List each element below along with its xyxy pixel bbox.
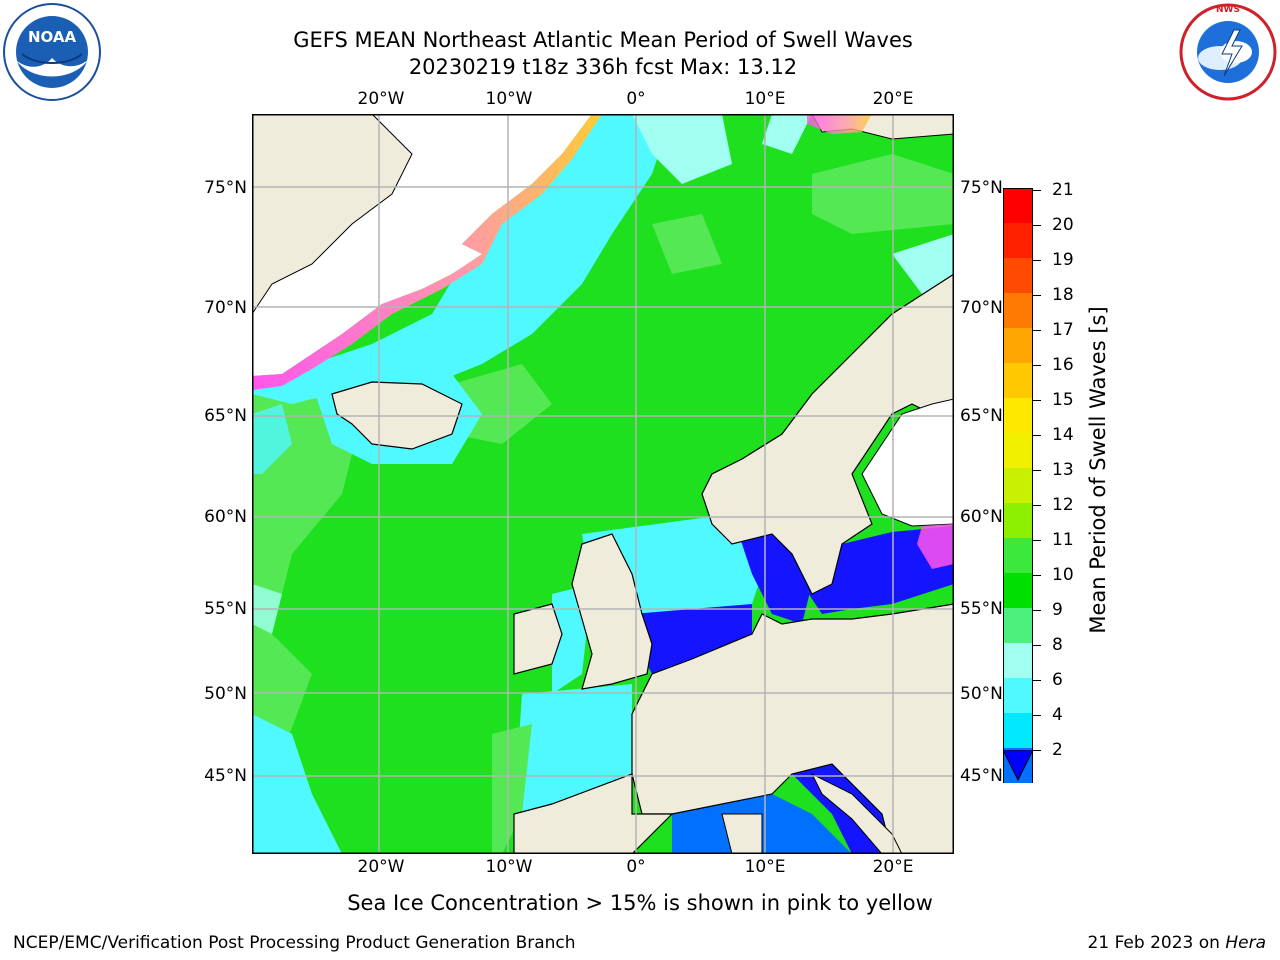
colorbar-segment (1003, 433, 1033, 468)
colorbar-tick-label: 13 (1052, 460, 1074, 480)
colorbar-tick-label: 9 (1052, 600, 1063, 620)
footer-date-text: 21 Feb 2023 on (1087, 933, 1226, 953)
footer-host: Hera (1225, 933, 1266, 953)
lat-label-left: 50°N (204, 684, 247, 704)
colorbar-segment (1003, 223, 1033, 258)
colorbar-tick (1033, 470, 1041, 471)
colorbar-segment (1003, 398, 1033, 433)
colorbar-tick (1033, 610, 1041, 611)
colorbar-tick (1033, 435, 1041, 436)
lat-label-right: 55°N (960, 599, 1003, 619)
colorbar-tick (1033, 365, 1041, 366)
colorbar-tick-label: 10 (1052, 565, 1074, 585)
lon-label-top: 10°W (485, 89, 533, 109)
colorbar-tick (1033, 400, 1041, 401)
colorbar-tick (1033, 715, 1041, 716)
lat-label-right: 45°N (960, 766, 1003, 786)
lat-label-left: 45°N (204, 766, 247, 786)
colorbar-tick (1033, 505, 1041, 506)
colorbar-tick-label: 18 (1052, 285, 1074, 305)
lat-label-right: 60°N (960, 507, 1003, 527)
colorbar-tick (1033, 680, 1041, 681)
sea-ice-note: Sea Ice Concentration > 15% is shown in … (347, 891, 933, 915)
footer-date: 21 Feb 2023 on Hera (1088, 933, 1266, 953)
map-plot (252, 114, 954, 854)
colorbar-tick (1033, 575, 1041, 576)
colorbar (1003, 188, 1033, 783)
colorbar-tick-label: 15 (1052, 390, 1074, 410)
lon-label-top: 10°E (744, 89, 786, 109)
colorbar-tick-label: 2 (1052, 740, 1063, 760)
colorbar-segment (1003, 608, 1033, 643)
lat-label-left: 60°N (204, 507, 247, 527)
colorbar-segment (1003, 678, 1033, 713)
colorbar-tick (1033, 295, 1041, 296)
colorbar-tick-label: 8 (1052, 635, 1063, 655)
colorbar-segment (1003, 363, 1033, 398)
colorbar-segment (1003, 188, 1033, 223)
lat-label-left: 65°N (204, 406, 247, 426)
lat-label-right: 75°N (960, 178, 1003, 198)
colorbar-tick-label: 11 (1052, 530, 1074, 550)
colorbar-segment (1003, 258, 1033, 293)
nws-logo: NWS (1179, 3, 1277, 101)
colorbar-segment (1003, 468, 1033, 503)
lon-label-bottom: 10°E (744, 857, 786, 877)
lon-label-top: 0° (626, 89, 646, 109)
ireland (513, 603, 563, 675)
lon-label-top: 20°E (872, 89, 914, 109)
lon-label-bottom: 20°E (872, 857, 914, 877)
lat-label-right: 70°N (960, 298, 1003, 318)
colorbar-tick (1033, 750, 1041, 751)
colorbar-extend-triangle (1003, 750, 1033, 782)
lat-label-left: 70°N (204, 298, 247, 318)
colorbar-segment (1003, 713, 1033, 748)
colorbar-tick-label: 6 (1052, 670, 1063, 690)
lat-label-right: 65°N (960, 406, 1003, 426)
colorbar-tick (1033, 540, 1041, 541)
lon-label-top: 20°W (357, 89, 405, 109)
colorbar-segment (1003, 293, 1033, 328)
colorbar-tick (1033, 645, 1041, 646)
colorbar-tick-label: 19 (1052, 250, 1074, 270)
colorbar-tick-label: 4 (1052, 705, 1063, 725)
noaa-logo: NOAA (3, 3, 101, 101)
footer-credit: NCEP/EMC/Verification Post Processing Pr… (13, 933, 576, 953)
lon-label-bottom: 0° (626, 857, 646, 877)
colorbar-segment (1003, 573, 1033, 608)
colorbar-segment (1003, 643, 1033, 678)
iberia (513, 773, 674, 854)
chart-title: GEFS MEAN Northeast Atlantic Mean Period… (293, 28, 913, 52)
colorbar-tick (1033, 330, 1041, 331)
colorbar-tick-label: 16 (1052, 355, 1074, 375)
colorbar-tick-label: 20 (1052, 215, 1074, 235)
colorbar-label: Mean Period of Swell Waves [s] (1086, 306, 1110, 634)
svg-text:NWS: NWS (1216, 5, 1240, 15)
colorbar-segment (1003, 328, 1033, 363)
lon-label-bottom: 10°W (485, 857, 533, 877)
lat-label-left: 75°N (204, 178, 247, 198)
colorbar-tick (1033, 190, 1041, 191)
great-britain (571, 533, 653, 690)
lon-label-bottom: 20°W (357, 857, 405, 877)
colorbar-segment (1003, 503, 1033, 538)
noaa-logo-text: NOAA (28, 28, 77, 46)
colorbar-tick-label: 14 (1052, 425, 1074, 445)
chart-subtitle: 20230219 t18z 336h fcst Max: 13.12 (408, 55, 798, 79)
lat-label-right: 50°N (960, 684, 1003, 704)
colorbar-segment (1003, 538, 1033, 573)
colorbar-tick-label: 21 (1052, 180, 1074, 200)
lat-label-left: 55°N (204, 599, 247, 619)
colorbar-tick-label: 17 (1052, 320, 1074, 340)
colorbar-tick (1033, 225, 1041, 226)
colorbar-tick-label: 12 (1052, 495, 1074, 515)
colorbar-tick (1033, 260, 1041, 261)
